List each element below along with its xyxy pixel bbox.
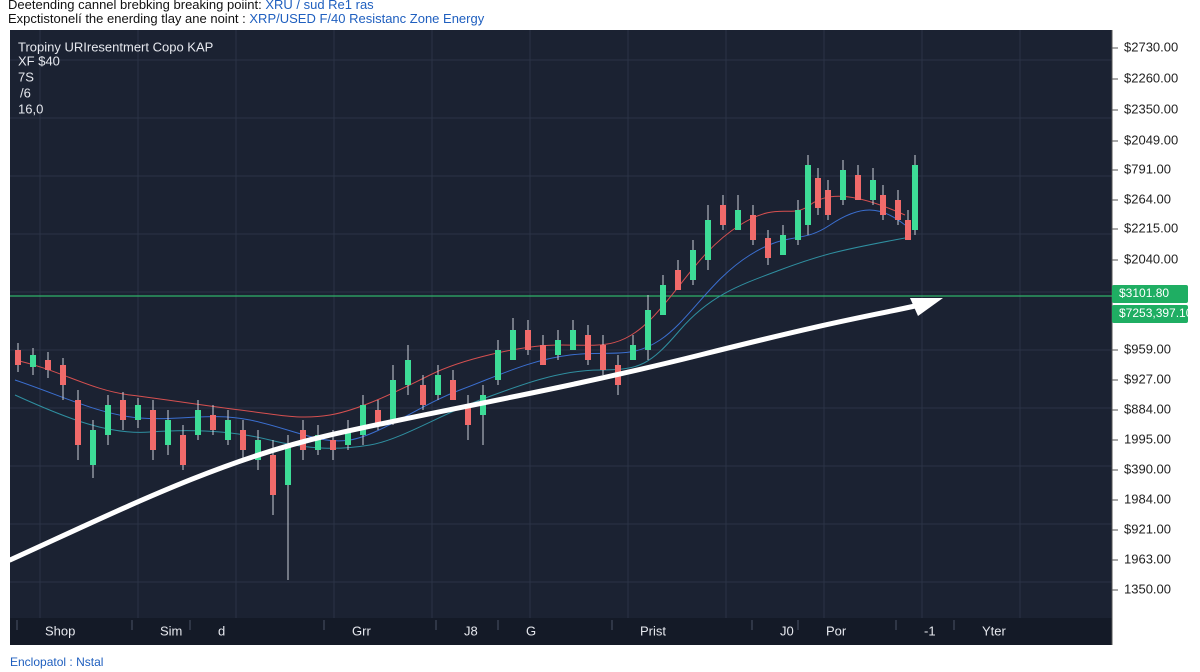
time-axis: Shop Sim d Grr J8 G Prist J0 Por -1 Yter (16, 620, 1007, 638)
time-label: Prist (640, 623, 666, 638)
time-label: Grr (352, 623, 371, 638)
header-text: Expctistonelí the enerding tlay ane noin… (8, 11, 246, 26)
price-label: $959.00 (1124, 341, 1171, 356)
price-label: $2730.00 (1124, 39, 1178, 54)
overlay-text: 7S (18, 69, 34, 84)
footer-label: Enclopatol : (10, 655, 73, 669)
time-label: J0 (780, 623, 794, 638)
price-axis: $2730.00 $2260.00 $2350.00 $2049.00 $791.00 $… (1112, 39, 1178, 596)
price-label: 1995.00 (1124, 431, 1171, 446)
price-label: $2040.00 (1124, 251, 1178, 266)
price-label: $390.00 (1124, 461, 1171, 476)
time-label: d (218, 623, 225, 638)
footer: Enclopatol : Nstal (10, 655, 103, 669)
overlay-text: XF $40 (18, 53, 60, 68)
time-label: -1 (924, 623, 936, 638)
header-line: Deetending cannel brebking breaking poii… (8, 0, 374, 12)
price-label: $2260.00 (1124, 70, 1178, 85)
price-label: $2215.00 (1124, 220, 1178, 235)
time-label: J8 (464, 623, 478, 638)
overlay-text: Tropiny URIresentmert Copo KAP (18, 39, 213, 54)
header-text: Deetending cannel brebking breaking poii… (8, 0, 262, 12)
price-label: 1963.00 (1124, 551, 1171, 566)
overlay-text: 16,0 (18, 101, 43, 116)
time-label: Por (826, 623, 847, 638)
price-tag-label: $7253,397.10 (1119, 306, 1193, 320)
price-tag (1112, 305, 1188, 323)
price-label: $921.00 (1124, 521, 1171, 536)
price-tag-label: $3101.80 (1119, 286, 1169, 300)
price-label: 1350.00 (1124, 581, 1171, 596)
price-tag (1112, 285, 1188, 303)
time-axis-background (10, 618, 1112, 645)
grid (10, 30, 1112, 618)
header-line: Expctistonelí the enerding tlay ane noin… (8, 11, 484, 26)
time-label: Shop (45, 623, 75, 638)
header-highlight: XRP/USED F/40 Resistanc Zone Energy (249, 11, 485, 26)
footer-value: Nstal (76, 655, 104, 669)
price-tags: $3101.80 $7253,397.10 (1112, 285, 1193, 323)
price-label: 1984.00 (1124, 491, 1171, 506)
moving-average (14, 195, 906, 418)
overlay-text: /6 (20, 85, 31, 100)
chart-background (10, 30, 1112, 618)
trend-arrow-head (910, 298, 943, 316)
price-label: $791.00 (1124, 161, 1171, 176)
price-label: $2350.00 (1124, 101, 1178, 116)
price-label: $2049.00 (1124, 132, 1178, 147)
time-label: Yter (982, 623, 1007, 638)
price-label: $927.00 (1124, 371, 1171, 386)
price-label: $884.00 (1124, 401, 1171, 416)
header-highlight: XRU / sud Re1 ras (265, 0, 374, 12)
moving-average (14, 237, 906, 449)
trend-arrow (7, 303, 918, 563)
time-label: G (526, 623, 536, 638)
time-label: Sim (160, 623, 182, 638)
price-label: $264.00 (1124, 191, 1171, 206)
